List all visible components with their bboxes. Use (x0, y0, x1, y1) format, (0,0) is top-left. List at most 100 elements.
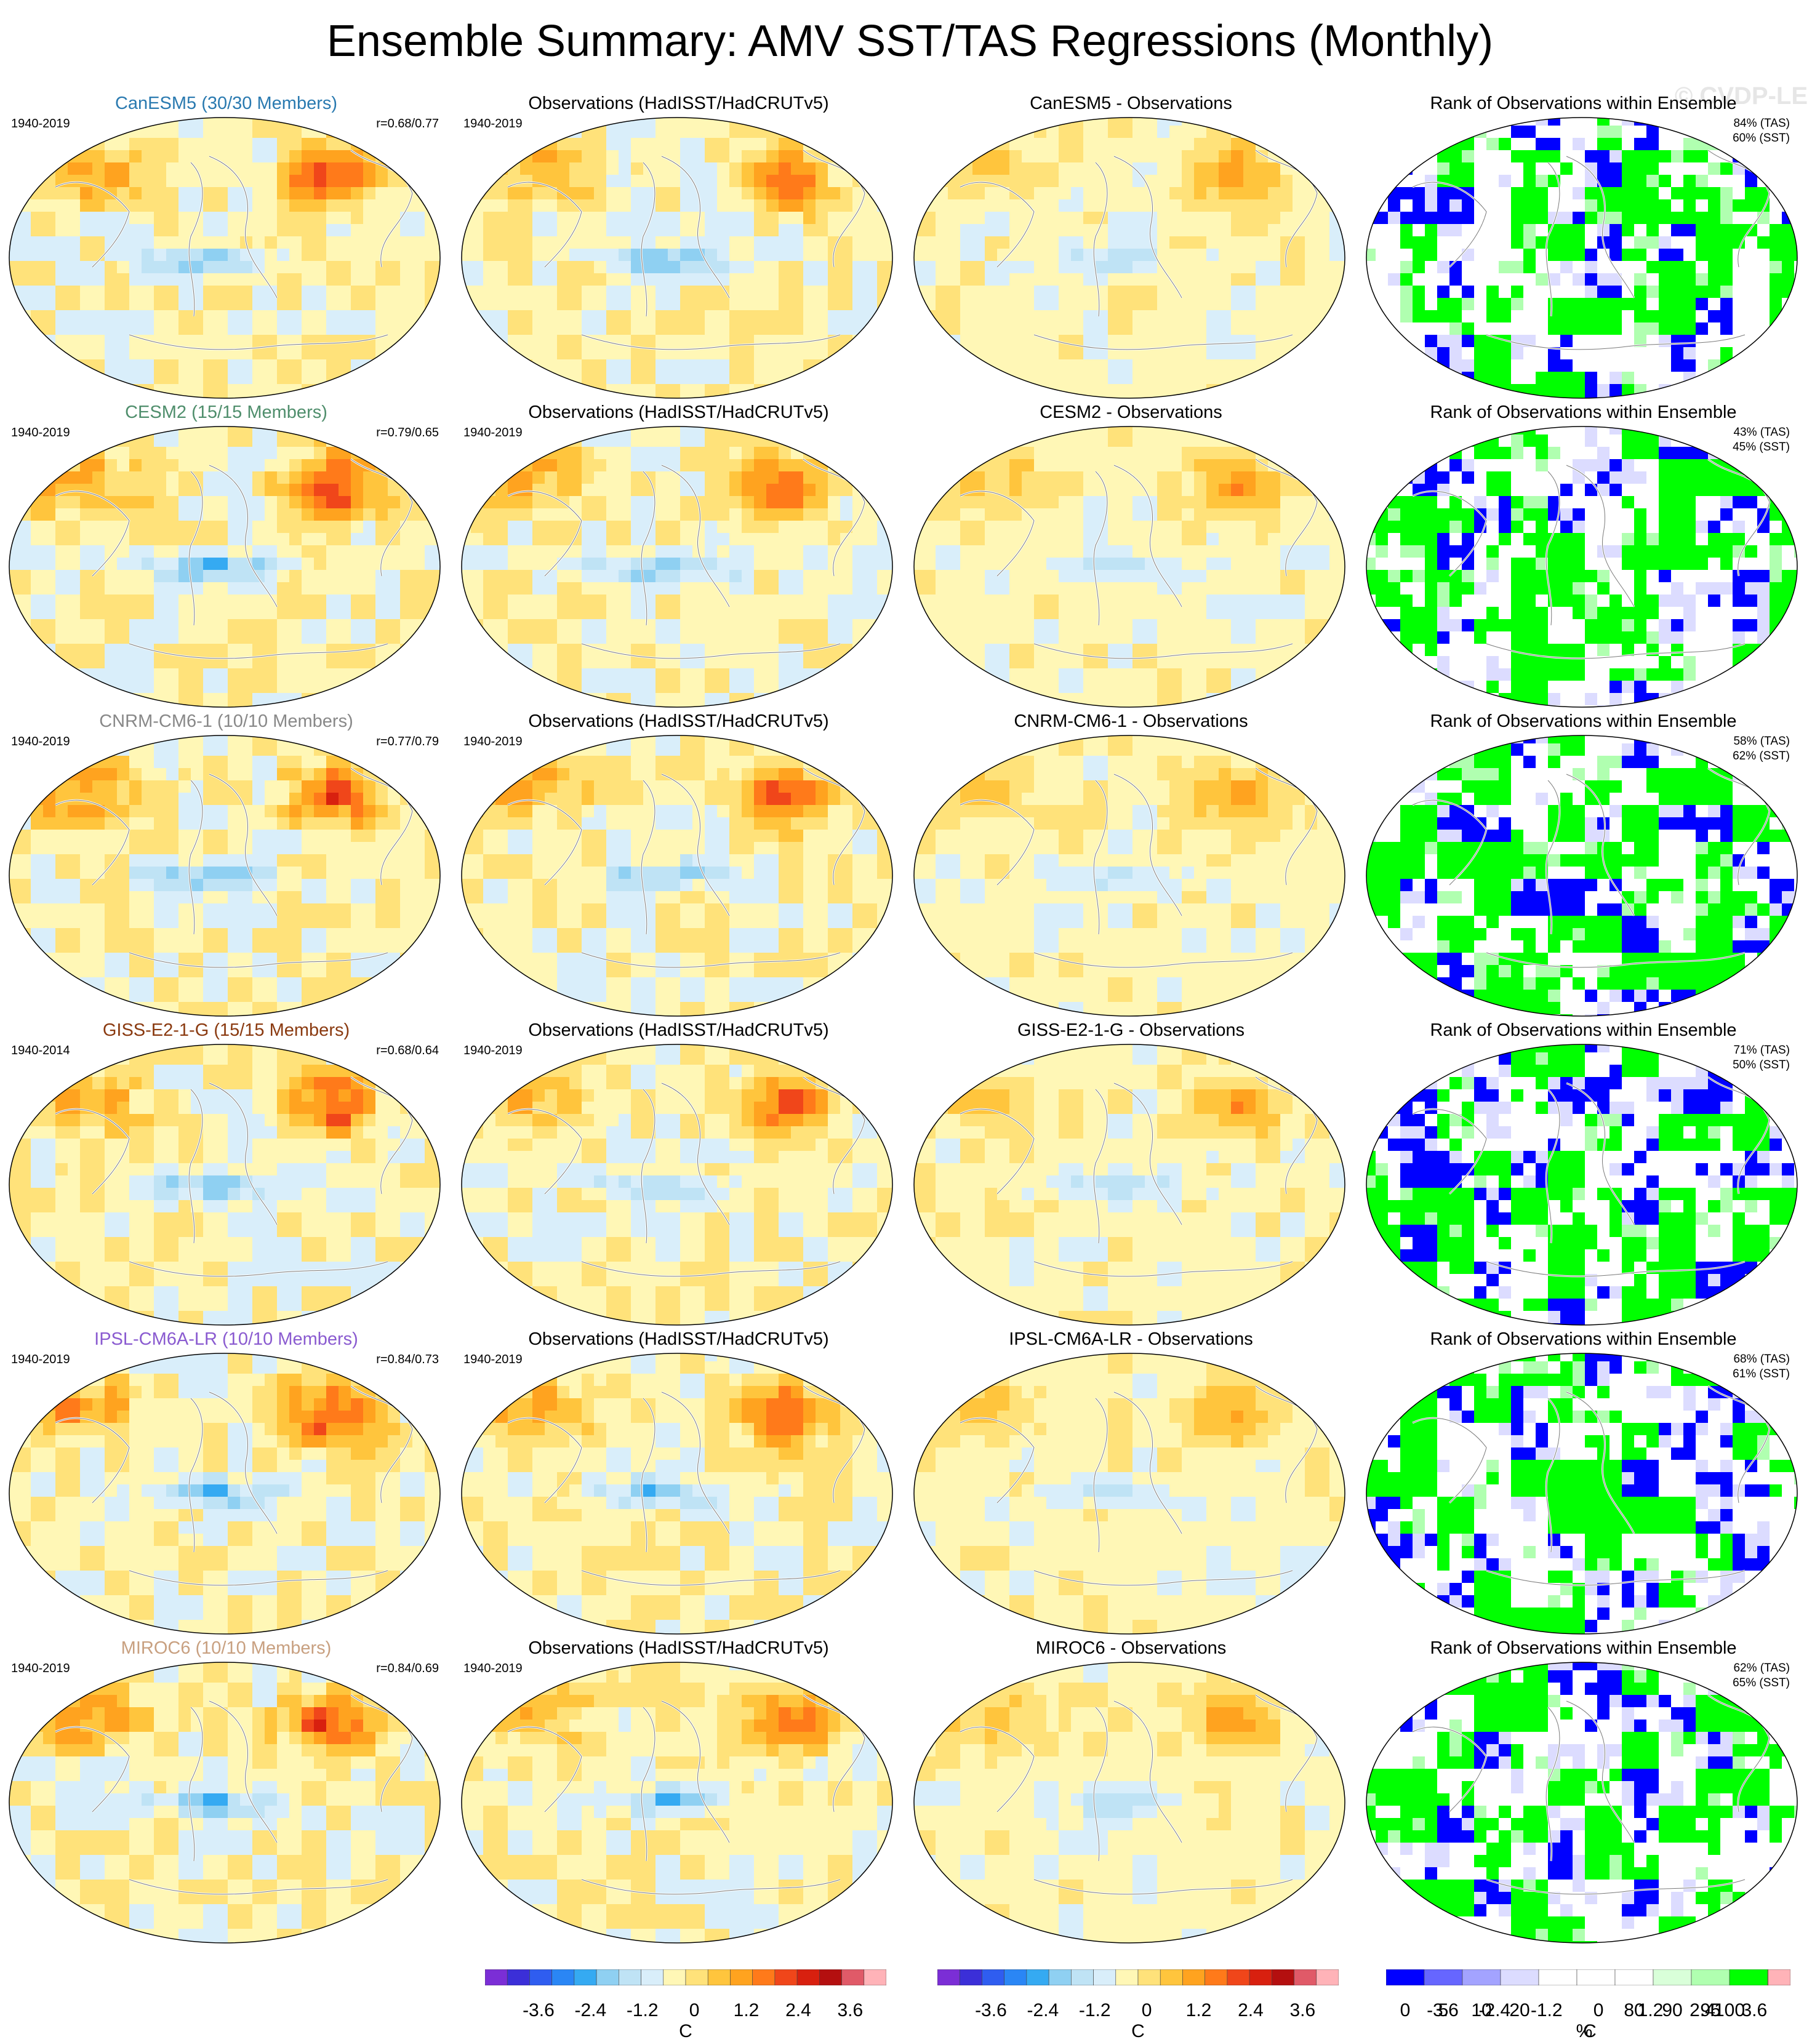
regression-map (459, 1658, 902, 1947)
map-panel-diff[interactable]: GISS-E2-1-G - Observations (905, 1019, 1357, 1327)
map-panel-obs[interactable]: Observations (HadISST/HadCRUTv5)1940-201… (452, 92, 905, 400)
colorbar-tick-label: 2.4 (1238, 2000, 1264, 2021)
colorbar-tick-label: -1.2 (1079, 2000, 1111, 2021)
panel-title: GISS-E2-1-G - Observations (905, 1019, 1357, 1041)
figure-title: Ensemble Summary: AMV SST/TAS Regression… (0, 14, 1820, 69)
map-panel-diff[interactable]: IPSL-CM6A-LR - Observations (905, 1328, 1357, 1636)
regression-map (911, 422, 1354, 711)
colorbar-tick-label: 5 (1438, 2000, 1449, 2021)
colorbar-tick-label: -3.6 (975, 2000, 1007, 2021)
colorbar-swatch (686, 1969, 708, 1985)
colorbar-tick-label: 20 (1509, 2000, 1529, 2021)
colorbar-swatch (1138, 1969, 1160, 1985)
map-panel-diff[interactable]: MIROC6 - Observations (905, 1637, 1357, 1945)
colorbar-model-swatches (485, 1969, 886, 1985)
panel-title: Observations (HadISST/HadCRUTv5) (452, 1637, 905, 1659)
colorbar-rank-unit: % (1576, 2021, 1593, 2042)
colorbar-tick-label: -3.6 (523, 2000, 555, 2021)
colorbar-tick-label: -1.2 (627, 2000, 659, 2021)
colorbar-swatch (1462, 1969, 1501, 1985)
panel-title: IPSL-CM6A-LR (10/10 Members) (0, 1328, 452, 1350)
regression-map (911, 1349, 1354, 1638)
regression-map (459, 422, 902, 711)
colorbar-swatch (819, 1969, 841, 1985)
panel-title: CNRM-CM6-1 (10/10 Members) (0, 710, 452, 732)
colorbar-swatch (641, 1969, 663, 1985)
colorbar-tick-label: 0 (1400, 2000, 1411, 2021)
colorbar-swatch (1501, 1969, 1539, 1985)
colorbar-swatch (1768, 1969, 1790, 1985)
regression-map (6, 1040, 449, 1329)
colorbar-swatch (730, 1969, 752, 1985)
colorbar-swatch (1294, 1969, 1317, 1985)
regression-map (911, 1040, 1354, 1329)
map-panel-obs[interactable]: Observations (HadISST/HadCRUTv5)1940-201… (452, 1328, 905, 1636)
map-panel-obs[interactable]: Observations (HadISST/HadCRUTv5)1940-201… (452, 1637, 905, 1945)
colorbar-tick-label: 1.2 (734, 2000, 760, 2021)
map-panel-diff[interactable]: CNRM-CM6-1 - Observations (905, 710, 1357, 1018)
colorbar-swatch (1004, 1969, 1027, 1985)
colorbar-tick-label: 3.6 (837, 2000, 863, 2021)
colorbar-tick-label: 10 (1471, 2000, 1491, 2021)
colorbar-swatch (485, 1969, 507, 1985)
colorbar-tick-label: 0 (1142, 2000, 1152, 2021)
colorbar-swatch (1317, 1969, 1339, 1985)
colorbar-tick-label: -2.4 (1027, 2000, 1059, 2021)
colorbar-swatch (1094, 1969, 1116, 1985)
colorbar-swatch (1227, 1969, 1249, 1985)
map-panel-diff[interactable]: CanESM5 - Observations (905, 92, 1357, 400)
colorbar-swatch (1049, 1969, 1071, 1985)
colorbar-swatch (1386, 1969, 1424, 1985)
colorbar-swatch (1182, 1969, 1205, 1985)
map-panel-obs[interactable]: Observations (HadISST/HadCRUTv5)1940-201… (452, 710, 905, 1018)
panel-title: Rank of Observations within Ensemble (1357, 1328, 1810, 1350)
panel-title: CNRM-CM6-1 - Observations (905, 710, 1357, 732)
rank-map (1363, 1658, 1806, 1947)
colorbar-swatch (1272, 1969, 1294, 1985)
regression-map (459, 113, 902, 402)
colorbar-swatch (1205, 1969, 1227, 1985)
rank-map (1363, 1349, 1806, 1638)
panel-title: Rank of Observations within Ensemble (1357, 1019, 1810, 1041)
colorbar-swatch (1539, 1969, 1577, 1985)
map-panel-diff[interactable]: CESM2 - Observations (905, 401, 1357, 709)
regression-map (459, 1349, 902, 1638)
panel-title: GISS-E2-1-G (15/15 Members) (0, 1019, 452, 1041)
map-panel-obs[interactable]: Observations (HadISST/HadCRUTv5)1940-201… (452, 1019, 905, 1327)
panel-title: MIROC6 (10/10 Members) (0, 1637, 452, 1659)
regression-map (6, 113, 449, 402)
colorbar-swatch (529, 1969, 551, 1985)
map-panel-obs[interactable]: Observations (HadISST/HadCRUTv5)1940-201… (452, 401, 905, 709)
regression-map (911, 1658, 1354, 1947)
colorbar-swatch (775, 1969, 797, 1985)
colorbar-swatch (960, 1969, 982, 1985)
colorbar-swatch (1116, 1969, 1138, 1985)
colorbar-swatch (1577, 1969, 1615, 1985)
colorbar-obs-unit: C (1131, 2021, 1145, 2042)
colorbar-swatch (864, 1969, 886, 1985)
rank-map (1363, 1040, 1806, 1329)
panel-title: CESM2 - Observations (905, 401, 1357, 423)
colorbar-rank-swatches (1386, 1969, 1768, 1985)
colorbar-swatch (1615, 1969, 1653, 1985)
panel-title: Observations (HadISST/HadCRUTv5) (452, 401, 905, 423)
panel-title: Rank of Observations within Ensemble (1357, 710, 1810, 732)
colorbar-tick-label: 90 (1662, 2000, 1682, 2021)
colorbar-swatch (663, 1969, 686, 1985)
panel-title: Observations (HadISST/HadCRUTv5) (452, 710, 905, 732)
